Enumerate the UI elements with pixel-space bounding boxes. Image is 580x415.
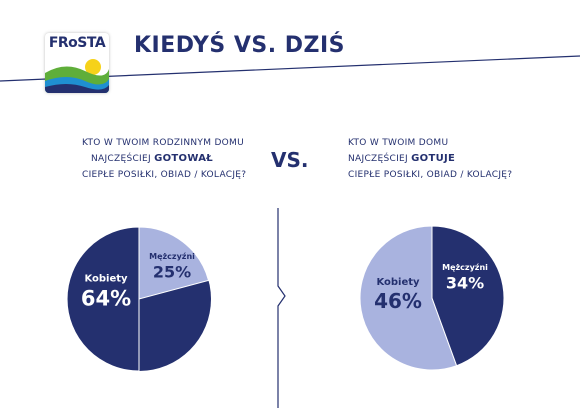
right-question-line2-pre: NAJCZĘŚCIEJ [348,154,412,164]
pie-1-label-1: Mężczyźni [149,252,195,261]
pie-1-slice-kobiety [66,226,140,372]
pie-1-label-0: Kobiety [84,273,128,284]
pie-2-value-0: 46% [374,289,422,313]
header: FRoSTA KIEDYŚ VS. DZIŚ [0,0,580,110]
frosta-logo: FRoSTA [45,33,109,93]
left-question-line2-pre: NAJCZĘŚCIEJ [90,154,155,164]
pie-2-label-0: Kobiety [376,277,420,288]
right-question-line1: KTO W TWOIM DOMU [348,138,449,148]
right-question: KTO W TWOIM DOMU NAJCZĘŚCIEJ GOTUJE CIEP… [348,135,512,183]
pie-2-slice-mczyni [431,225,505,367]
vs-label: VS. [271,148,309,172]
right-question-line3: CIEPŁE POSIŁKI, OBIAD / KOLACJĘ? [348,170,513,180]
left-question: KTO W TWOIM RODZINNYM DOMU NAJCZĘŚCIEJ G… [82,135,247,183]
left-question-line2: NAJCZĘŚCIEJ GOTOWAŁ [82,151,222,167]
pie-1-value-0: 64% [81,287,131,311]
left-question-line1: KTO W TWOIM RODZINNYM DOMU [82,138,245,148]
right-question-line2: NAJCZĘŚCIEJ GOTUJE [348,151,512,167]
page-title: KIEDYŚ VS. DZIŚ [134,33,345,58]
center-divider [277,208,286,408]
pie-2-slice-kobiety [359,225,458,371]
pie-1-slice-mczyni [138,226,210,300]
left-question-emph: GOTOWAŁ [154,153,213,164]
pie-2-label-1: Mężczyźni [442,263,488,272]
logo-text: FRoSTA [48,35,106,51]
left-question-line3: CIEPŁE POSIŁKI, OBIAD / KOLACJĘ? [82,170,247,180]
right-question-emph: GOTUJE [411,153,456,164]
logo-graphic [45,59,109,93]
pie-1-value-1: 25% [153,263,191,282]
pie-2-value-1: 34% [446,274,484,293]
